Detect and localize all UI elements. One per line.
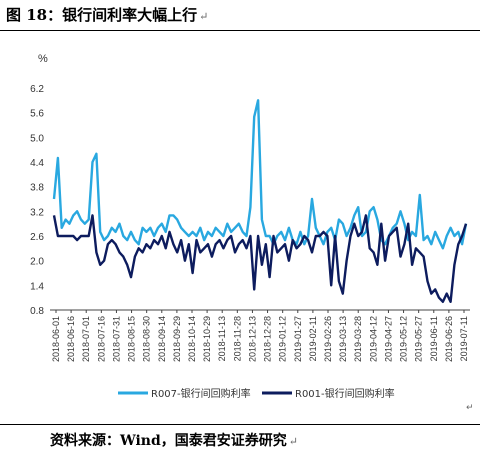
y-tick-label: 5.6	[30, 109, 44, 120]
y-tick-label: 6.2	[30, 84, 44, 95]
x-tick-label: 2018-12-13	[247, 316, 257, 362]
x-tick-label: 2018-10-14	[187, 316, 197, 362]
x-tick-label: 2019-02-11	[308, 316, 318, 361]
x-tick-label: 2018-07-31	[111, 316, 121, 362]
x-tick-label: 2019-05-12	[399, 316, 409, 362]
x-tick-label: 2018-12-28	[263, 316, 273, 362]
x-tick-label: 2018-07-01	[81, 316, 91, 362]
series-line-r001	[52, 214, 468, 303]
corner-paragraph-mark-icon: ↵	[466, 403, 474, 413]
x-tick-label: 2018-10-29	[202, 316, 212, 362]
y-tick-label: 0.8	[30, 306, 44, 317]
x-tick-label: 2018-11-28	[232, 316, 242, 361]
x-tick-label: 2019-02-26	[323, 316, 333, 362]
paragraph-mark-icon: ↵	[199, 10, 209, 23]
source-paragraph-mark-icon: ↵	[288, 435, 298, 448]
title-rule	[0, 30, 480, 31]
x-tick-label: 2019-07-11	[459, 316, 469, 361]
x-tick-label: 2018-08-30	[142, 316, 152, 362]
x-tick-label: 2019-03-13	[338, 316, 348, 362]
x-tick-label: 2019-04-12	[368, 316, 378, 362]
y-tick-label: 3.8	[30, 183, 44, 194]
y-tick-label: 2.0	[30, 257, 44, 268]
x-tick-label: 2019-03-28	[353, 316, 363, 362]
x-tick-label: 2018-09-14	[157, 316, 167, 362]
x-tick-label: 2019-01-27	[293, 316, 303, 362]
x-tick-label: 2019-06-26	[444, 316, 454, 362]
chart-title-text: 图 18：银行间利率大幅上行	[6, 6, 198, 24]
legend-label-r001: R001-银行间回购利率	[295, 387, 395, 400]
x-tick-label: 2019-04-27	[383, 316, 393, 362]
series-line-r007	[52, 99, 468, 250]
x-tick-label: 2018-09-29	[172, 316, 182, 362]
x-tick-label: 2018-06-16	[66, 316, 76, 362]
source-rule	[0, 424, 480, 425]
x-tick-label: 2019-01-12	[278, 316, 288, 362]
source-note: 资料来源：Wind，国泰君安证券研究 ↵	[50, 430, 298, 450]
x-tick-label: 2018-11-13	[217, 316, 227, 361]
y-tick-label: 5.0	[30, 133, 44, 144]
legend-label-r007: R007-银行间回购利率	[151, 387, 251, 400]
y-tick-label: 4.4	[30, 158, 44, 169]
line-chart: % 6.2 5.6 5.0 4.4 3.8 3.2 2.6 2.0 1.4 0.8 2018-06-0…	[30, 53, 470, 400]
y-tick-label: 2.6	[30, 232, 44, 243]
x-tick-label: 2019-05-27	[414, 316, 424, 362]
source-text: 资料来源：Wind，国泰君安证券研究	[50, 433, 287, 449]
chart-title: 图 18：银行间利率大幅上行 ↵	[6, 4, 208, 25]
x-tick-label: 2018-08-15	[127, 316, 137, 362]
y-tick-label: 1.4	[30, 281, 44, 292]
x-tick-label: 2018-06-01	[51, 316, 61, 362]
y-axis-unit-label: %	[38, 53, 48, 65]
x-tick-label: 2019-06-11	[429, 316, 439, 361]
y-tick-label: 3.2	[30, 207, 44, 218]
x-tick-label: 2018-07-16	[96, 316, 106, 362]
